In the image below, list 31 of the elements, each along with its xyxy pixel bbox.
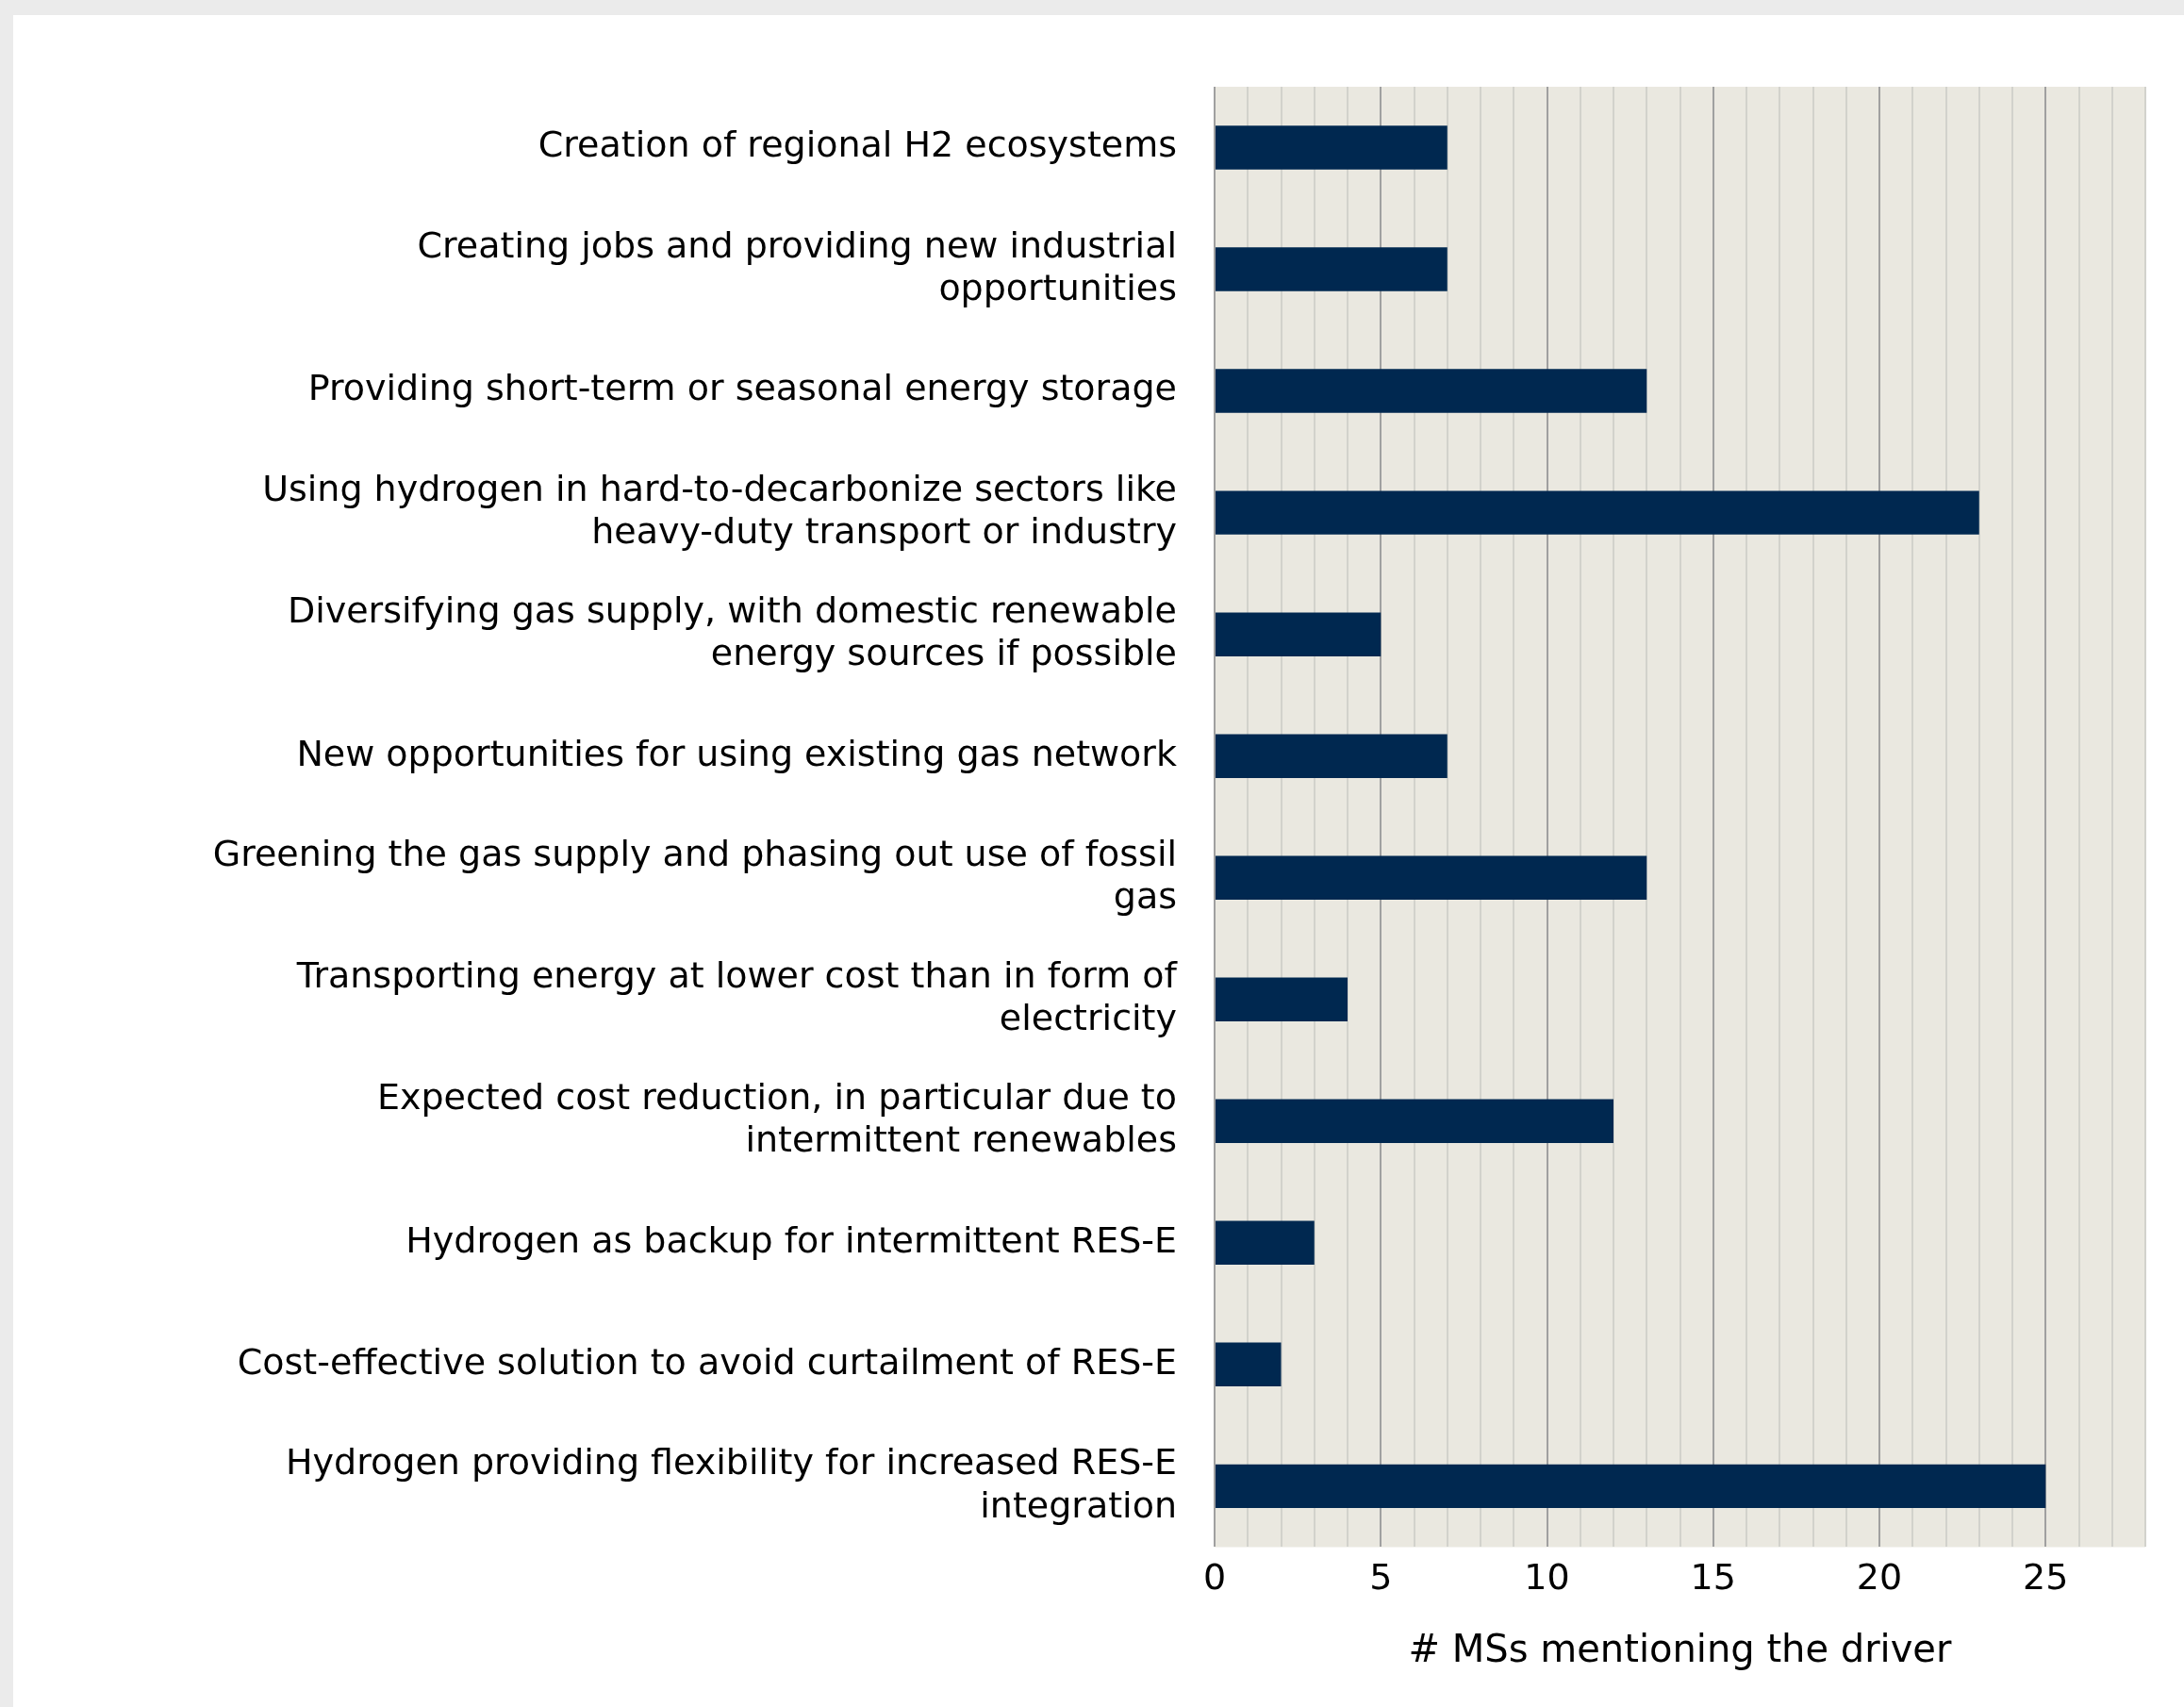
y-tick-label: Hydrogen as backup for intermittent RES-E [405,1218,1177,1261]
bar [1216,1220,1315,1266]
x-tick-label: 25 [2023,1556,2069,1599]
bar [1216,125,1448,170]
bar [1216,734,1448,778]
bar [1216,369,1647,413]
bar [1216,490,1979,535]
y-tick-label: Cost-effective solution to avoid curtailment of RES-E [237,1340,1177,1383]
y-tick-label: Creation of regional H2 ecosystems [538,124,1177,166]
y-tick-label: Using hydrogen in hard-to-decarbonize sectors like heavy-duty transport or industry [262,467,1177,553]
y-tick-label: Diversifying gas supply, with domestic renewable energy sources if possible [287,588,1177,674]
x-tick-label: 10 [1524,1556,1570,1599]
y-tick-label: Greening the gas supply and phasing out use of fossil gas [212,832,1177,918]
y-tick-label: Expected cost reduction, in particular due to intermittent renewables [376,1075,1177,1161]
bar [1216,855,1647,900]
y-tick-label: Hydrogen providing flexibility for increased RES-E integration [286,1440,1177,1526]
bar [1216,612,1382,656]
x-tick-label: 15 [1690,1556,1736,1599]
bar [1216,1099,1613,1144]
x-tick-label: 0 [1202,1556,1227,1599]
bar [1216,1464,2046,1509]
y-tick-label: Transporting energy at lower cost than in form of electricity [295,953,1179,1039]
y-tick-label: New opportunities for using existing gas network [296,732,1177,774]
x-tick-label: 5 [1369,1556,1393,1599]
bar [1216,1342,1282,1387]
x-axis-title: # MSs mentioning the driver [1408,1627,1952,1671]
y-tick-label: Creating jobs and providing new industrial opportunities [417,224,1177,309]
bar [1216,247,1448,291]
bar [1216,977,1348,1021]
x-tick-label: 20 [1856,1556,1903,1599]
y-tick-label: Providing short-term or seasonal energy storage [307,367,1177,409]
